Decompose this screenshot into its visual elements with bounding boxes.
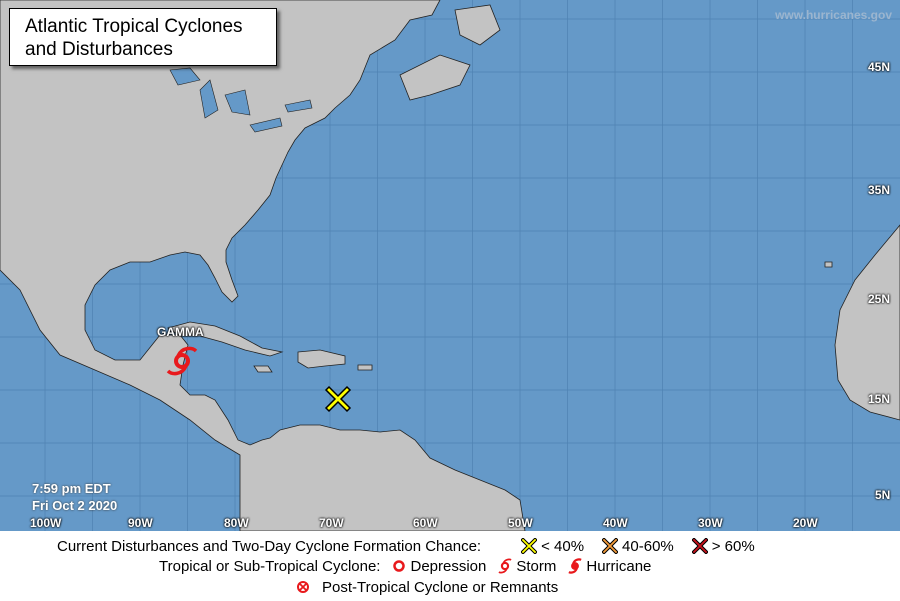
legend-post-tropical-label: Post-Tropical Cyclone or Remnants bbox=[322, 578, 559, 596]
title-line-1: Atlantic Tropical Cyclones bbox=[25, 16, 243, 37]
depression-icon bbox=[393, 560, 406, 572]
legend-high-label: > 60% bbox=[711, 537, 755, 555]
map bbox=[0, 0, 900, 531]
x-icon-red bbox=[691, 538, 708, 554]
legend-disturbances-label: Current Disturbances and Two-Day Cyclone… bbox=[57, 537, 482, 555]
cuba bbox=[167, 321, 284, 357]
lat-label: 35N bbox=[868, 183, 891, 197]
storm-label-gamma: GAMMA bbox=[157, 325, 204, 339]
legend-depression-label: Depression bbox=[410, 557, 487, 575]
nova-scotia bbox=[399, 54, 471, 101]
lon-label: 80W bbox=[224, 516, 249, 530]
lat-label: 5N bbox=[875, 488, 891, 502]
hispaniola bbox=[297, 349, 346, 369]
map-title: Atlantic Tropical Cyclones and Disturban… bbox=[9, 8, 277, 66]
lon-label: 100W bbox=[30, 516, 62, 530]
x-icon-orange bbox=[602, 538, 619, 554]
puerto-rico bbox=[357, 364, 373, 371]
legend: Current Disturbances and Two-Day Cyclone… bbox=[0, 531, 900, 601]
lon-label: 40W bbox=[603, 516, 628, 530]
timestamp: 7:59 pm EDT Fri Oct 2 2020 bbox=[32, 480, 117, 514]
lon-label: 70W bbox=[319, 516, 344, 530]
legend-hurricane-label: Hurricane bbox=[586, 557, 652, 575]
legend-high: > 60% bbox=[691, 537, 755, 555]
lon-label: 30W bbox=[698, 516, 723, 530]
legend-cyclone-label: Tropical or Sub-Tropical Cyclone: bbox=[159, 557, 381, 575]
lat-label: 25N bbox=[868, 292, 891, 306]
hurricane-icon bbox=[568, 558, 582, 574]
lon-label: 90W bbox=[128, 516, 153, 530]
canary-islands bbox=[824, 261, 833, 268]
legend-low-label: < 40% bbox=[541, 537, 585, 555]
title-line-2: and Disturbances bbox=[25, 39, 173, 60]
disturbance-x-marker bbox=[324, 385, 352, 413]
legend-storm-label: Storm bbox=[516, 557, 557, 575]
watermark: www.hurricanes.gov bbox=[775, 8, 892, 22]
post-tropical-icon bbox=[297, 581, 309, 593]
lon-label: 50W bbox=[508, 516, 533, 530]
timestamp-time: 7:59 pm EDT bbox=[32, 481, 111, 496]
africa bbox=[834, 224, 900, 421]
legend-storm: Storm bbox=[498, 558, 556, 575]
lat-label: 45N bbox=[868, 60, 891, 74]
legend-depression: Depression bbox=[392, 558, 486, 575]
legend-hurricane: Hurricane bbox=[568, 558, 651, 575]
timestamp-date: Fri Oct 2 2020 bbox=[32, 498, 118, 513]
newfoundland bbox=[454, 4, 501, 46]
great-lakes bbox=[169, 67, 313, 133]
lat-label: 15N bbox=[868, 392, 891, 406]
land bbox=[0, 0, 900, 531]
north-america bbox=[0, 0, 526, 531]
legend-medium-label: 40-60% bbox=[622, 537, 674, 555]
lon-label: 60W bbox=[413, 516, 438, 530]
legend-medium: 40-60% bbox=[602, 538, 674, 555]
legend-low: < 40% bbox=[521, 538, 584, 555]
storm-icon bbox=[498, 558, 512, 574]
jamaica bbox=[253, 365, 273, 373]
x-icon-yellow bbox=[521, 538, 538, 554]
lon-label: 20W bbox=[793, 516, 818, 530]
gamma-storm-symbol bbox=[166, 346, 198, 376]
